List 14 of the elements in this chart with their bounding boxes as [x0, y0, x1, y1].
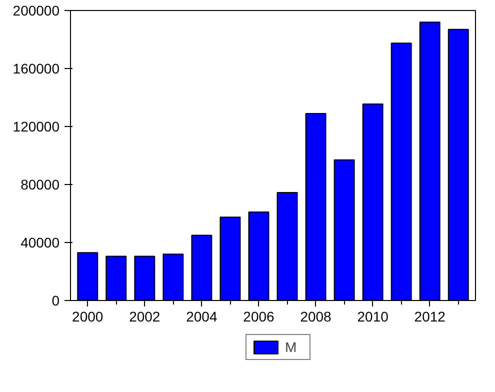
x-tick-label: 2012 [414, 308, 446, 324]
y-tick-label: 0 [52, 292, 60, 308]
legend-label: M [285, 338, 298, 354]
y-tick-label: 40000 [20, 234, 60, 250]
y-tick-label: 160000 [12, 60, 60, 76]
y-tick-label: 120000 [12, 118, 60, 134]
y-tick-label: 80000 [20, 176, 60, 192]
x-tick-label: 2006 [243, 308, 275, 324]
x-tick-label: 2008 [300, 308, 332, 324]
x-tick-label: 2004 [186, 308, 218, 324]
x-tick-label: 2000 [72, 308, 104, 324]
x-tick-label: 2010 [357, 308, 389, 324]
x-tick-label: 2002 [129, 308, 160, 324]
y-tick-label: 200000 [12, 2, 60, 18]
